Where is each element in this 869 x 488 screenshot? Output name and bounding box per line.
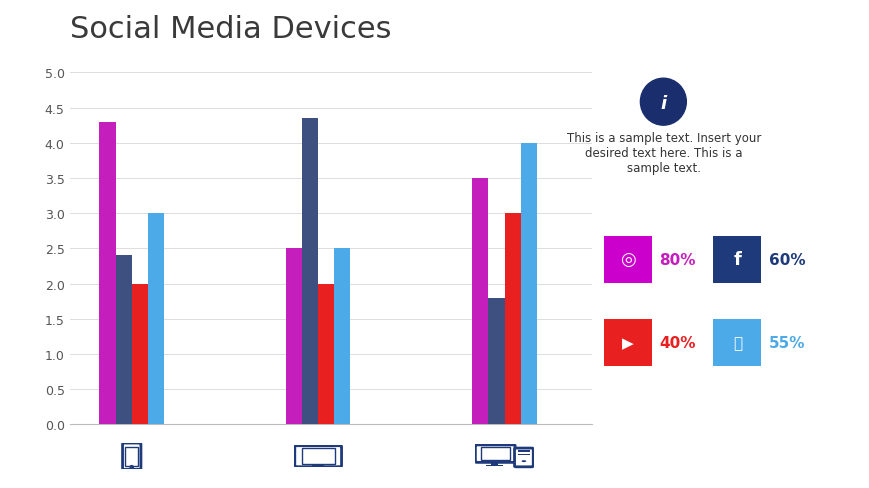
- Bar: [488, 298, 504, 425]
- Text: This is a sample text. Insert your
desired text here. This is a
sample text.: This is a sample text. Insert your desir…: [566, 132, 760, 175]
- Bar: [125, 447, 138, 466]
- Bar: [480, 447, 509, 460]
- FancyBboxPatch shape: [600, 233, 654, 286]
- Text: 🐦: 🐦: [732, 335, 741, 350]
- Bar: [318, 284, 334, 425]
- Bar: [302, 119, 318, 425]
- FancyBboxPatch shape: [514, 448, 533, 467]
- Bar: [131, 284, 148, 425]
- Text: Social Media Devices: Social Media Devices: [70, 15, 391, 43]
- Bar: [99, 122, 116, 425]
- Text: i: i: [660, 95, 666, 113]
- Bar: [286, 249, 302, 425]
- Circle shape: [521, 460, 526, 462]
- Text: 40%: 40%: [659, 335, 695, 350]
- Bar: [485, 465, 503, 466]
- Text: 80%: 80%: [659, 252, 695, 267]
- Bar: [517, 450, 529, 452]
- Bar: [521, 143, 536, 425]
- Bar: [312, 466, 323, 467]
- Bar: [334, 249, 350, 425]
- Text: 60%: 60%: [768, 252, 805, 267]
- Bar: [504, 214, 521, 425]
- Circle shape: [640, 79, 686, 126]
- Text: ▶: ▶: [621, 335, 633, 350]
- FancyBboxPatch shape: [474, 445, 514, 463]
- FancyBboxPatch shape: [295, 446, 342, 467]
- Text: 55%: 55%: [768, 335, 805, 350]
- Bar: [148, 214, 164, 425]
- Text: f: f: [733, 251, 740, 269]
- Bar: [491, 461, 498, 465]
- Bar: [517, 454, 529, 455]
- Circle shape: [130, 466, 133, 469]
- FancyBboxPatch shape: [709, 233, 764, 286]
- FancyBboxPatch shape: [709, 316, 764, 369]
- FancyBboxPatch shape: [123, 443, 141, 469]
- Bar: [116, 256, 131, 425]
- Text: ◎: ◎: [619, 251, 635, 269]
- Bar: [472, 179, 488, 425]
- Bar: [302, 448, 335, 464]
- FancyBboxPatch shape: [600, 316, 654, 369]
